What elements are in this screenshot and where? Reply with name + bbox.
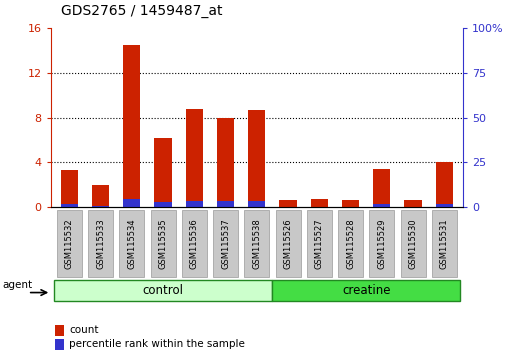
Bar [55,325,64,336]
Bar [55,338,64,350]
Text: GSM115538: GSM115538 [252,218,261,269]
Bar [217,118,234,207]
Bar [372,204,389,207]
Text: GSM115526: GSM115526 [283,218,292,269]
Text: GSM115531: GSM115531 [439,218,448,269]
Text: count: count [69,325,98,335]
Bar [92,206,109,207]
Bar [92,185,109,207]
FancyBboxPatch shape [57,210,82,276]
Bar [154,202,171,207]
Bar [372,169,389,207]
Text: agent: agent [3,280,33,290]
FancyBboxPatch shape [119,210,144,276]
Text: control: control [142,284,183,297]
Bar [248,110,265,207]
Bar [185,109,203,207]
Text: GSM115527: GSM115527 [314,218,323,269]
Bar [248,201,265,207]
Text: creatine: creatine [341,284,390,297]
FancyBboxPatch shape [306,210,331,276]
Text: GSM115533: GSM115533 [96,218,105,269]
Text: GSM115532: GSM115532 [65,218,74,269]
FancyBboxPatch shape [244,210,269,276]
Text: GSM115529: GSM115529 [377,218,385,269]
Bar [279,200,296,207]
Bar [61,204,78,207]
Bar [61,170,78,207]
FancyBboxPatch shape [181,210,207,276]
Bar [435,162,452,207]
Bar [435,204,452,207]
Bar [123,199,140,207]
Bar [185,201,203,207]
Bar [154,138,171,207]
Bar [310,199,327,207]
Text: GSM115528: GSM115528 [345,218,355,269]
Text: GDS2765 / 1459487_at: GDS2765 / 1459487_at [61,4,222,18]
Text: GSM115534: GSM115534 [127,218,136,269]
FancyBboxPatch shape [275,210,300,276]
FancyBboxPatch shape [150,210,175,276]
FancyBboxPatch shape [369,210,393,276]
FancyBboxPatch shape [88,210,113,276]
Text: GSM115536: GSM115536 [189,218,198,269]
FancyBboxPatch shape [272,280,459,302]
FancyBboxPatch shape [400,210,425,276]
FancyBboxPatch shape [337,210,362,276]
FancyBboxPatch shape [54,280,272,302]
Text: GSM115530: GSM115530 [408,218,417,269]
Text: percentile rank within the sample: percentile rank within the sample [69,339,244,349]
Text: GSM115537: GSM115537 [221,218,230,269]
Bar [341,200,359,207]
Text: GSM115535: GSM115535 [158,218,167,269]
Bar [403,200,421,207]
Bar [123,45,140,207]
FancyBboxPatch shape [431,210,456,276]
FancyBboxPatch shape [213,210,237,276]
Bar [217,201,234,207]
